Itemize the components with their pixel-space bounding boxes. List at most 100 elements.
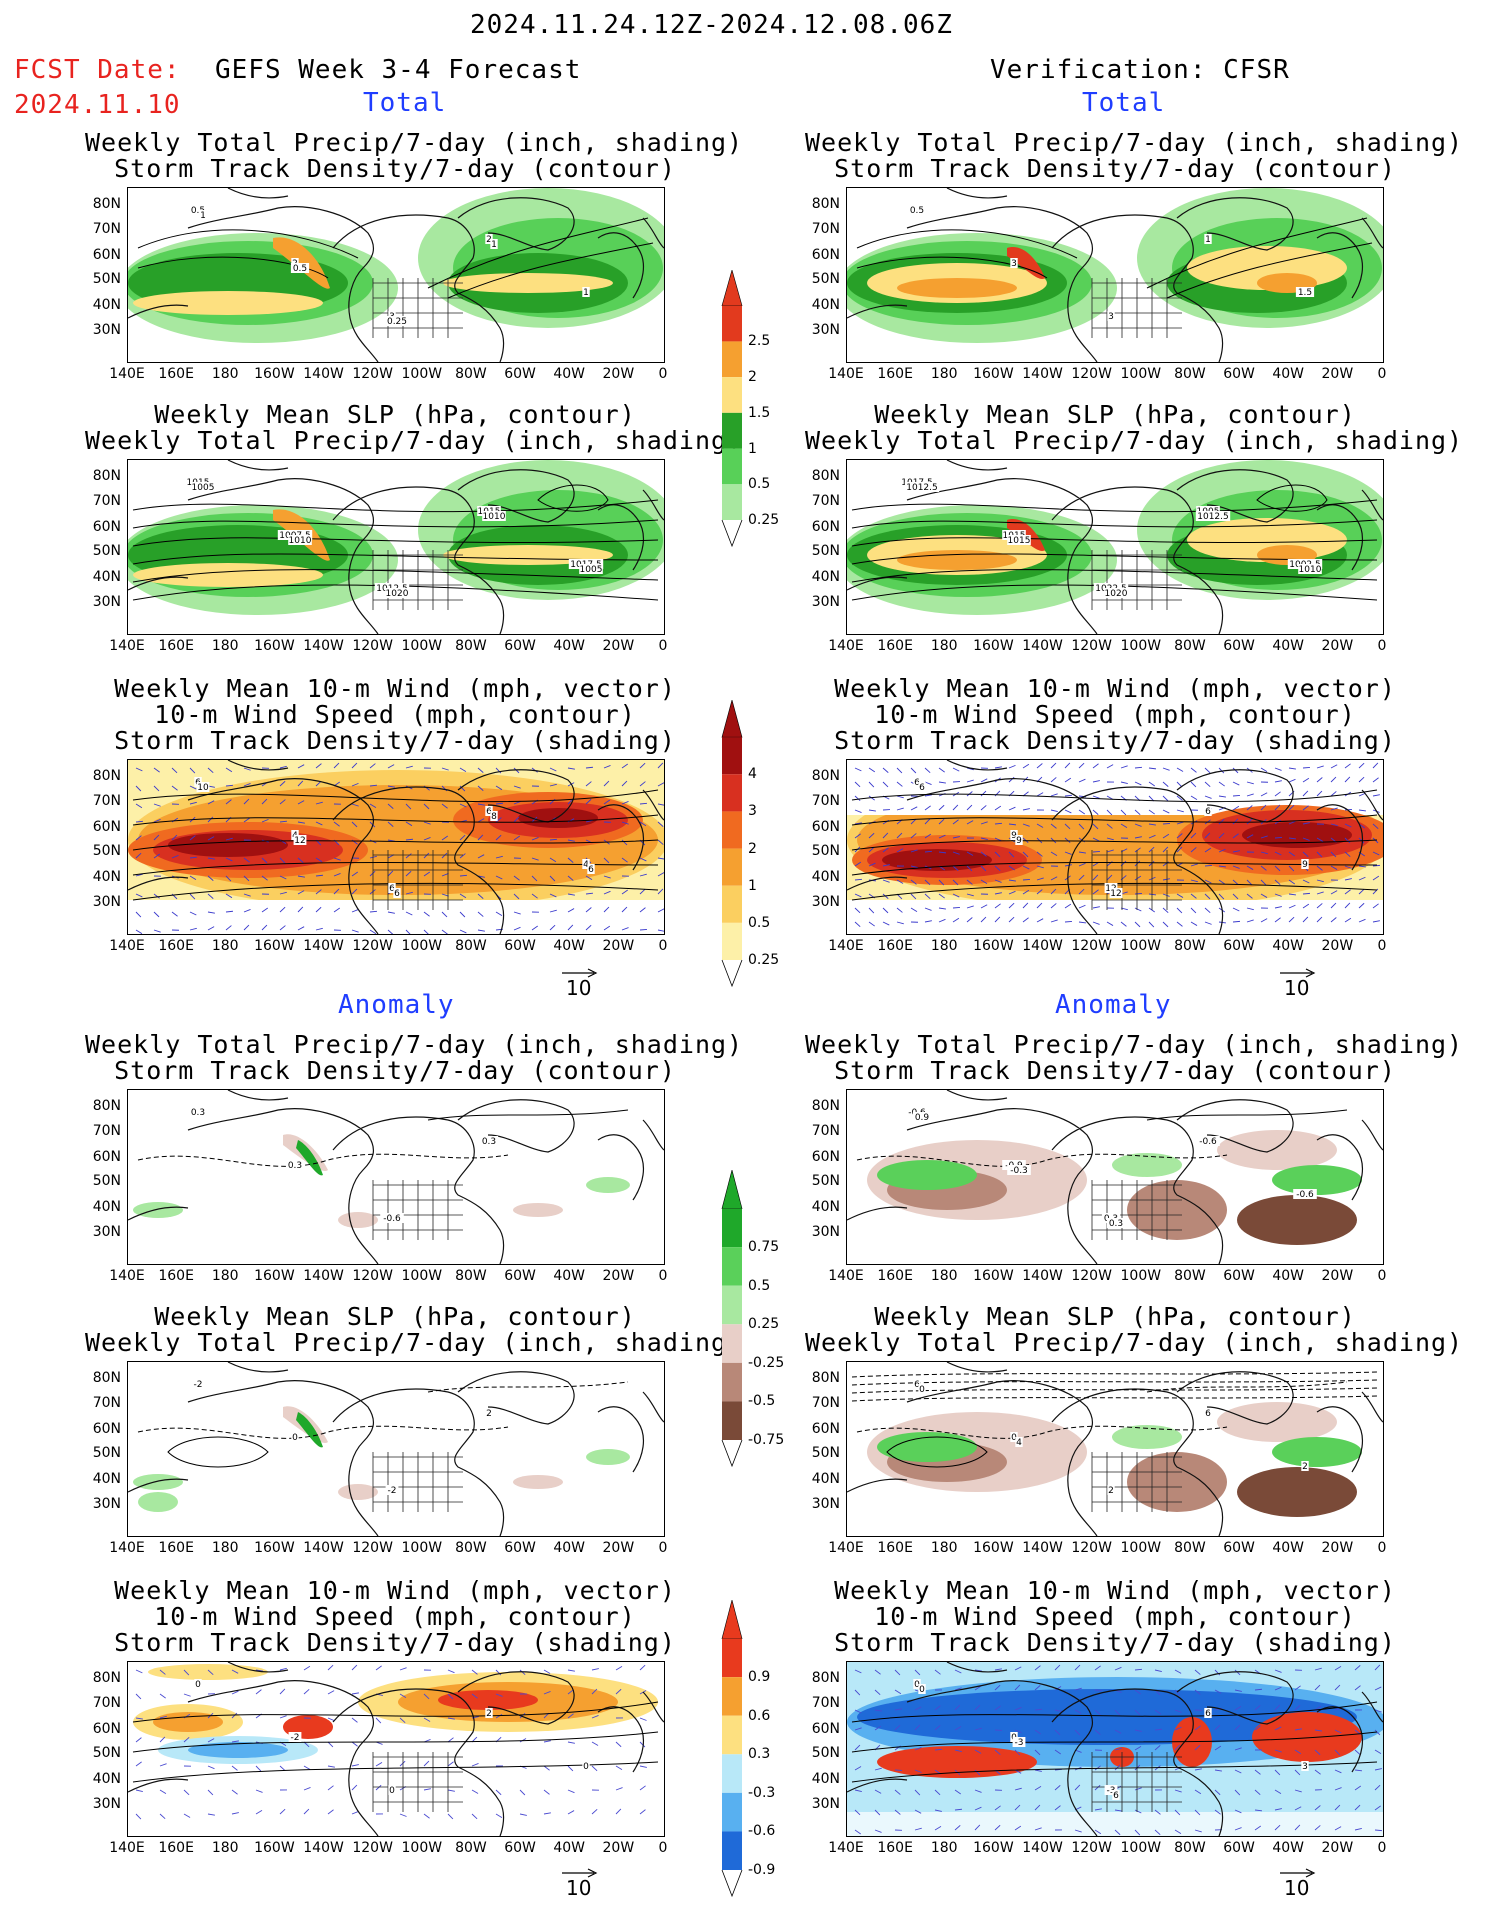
- colorbar-label: 0.5: [748, 914, 771, 931]
- speed-contour-2: [132, 839, 659, 851]
- p5r-lat-label: 40N: [811, 1471, 840, 1488]
- speed-contour-1: [132, 814, 659, 826]
- p3l-contour-label-7: 6: [394, 889, 400, 899]
- p5l-contour-label-1: 0: [292, 1433, 298, 1443]
- p6l-lon-label: 120W: [352, 1840, 393, 1856]
- p5l-contour-label-0: -2: [194, 1380, 203, 1390]
- p2l-lon-label: 60W: [504, 638, 536, 654]
- p5l-lon-label: 160E: [158, 1540, 194, 1556]
- p3l-contour-label-5: 10: [197, 783, 209, 793]
- p1l-lon-label: 20W: [602, 366, 635, 382]
- p6r-lon-label: 80W: [1174, 1840, 1206, 1856]
- p3l-lon-label: 140W: [303, 938, 344, 954]
- p5l-lon-label: 40W: [553, 1540, 586, 1556]
- p1l-title-1: Weekly Total Precip/7-day (inch, shading…: [85, 128, 744, 157]
- vector-reference-0: 10: [560, 964, 600, 1000]
- p3r-lat-label: 80N: [811, 768, 840, 785]
- p1l-contour-label-4: 1: [583, 288, 589, 298]
- colorbar-label: 0.25: [748, 512, 780, 528]
- p6r-title-3: Storm Track Density/7-day (shading): [834, 1628, 1396, 1657]
- p4l-lon-label: 160W: [254, 1268, 295, 1284]
- state-boundaries: [372, 1452, 463, 1512]
- p5r-contour-label-5: 0: [919, 1385, 925, 1395]
- p2r-lon-label: 140W: [1022, 638, 1063, 654]
- p2r-lon-label: 180: [930, 638, 958, 654]
- p5r-lat-label: 30N: [811, 1495, 840, 1512]
- p6l-lon-label: 100W: [401, 1840, 443, 1856]
- p2r-contour-label-8: 1012.5: [1197, 512, 1229, 522]
- p3l-contour-label-4-bg: [582, 859, 590, 869]
- p3l-lat-label: 60N: [92, 818, 121, 835]
- p5l-lon-label: 0: [658, 1540, 668, 1556]
- p1r-contour-label-3: 1: [1205, 235, 1211, 245]
- p6l-lon-label: 180: [211, 1840, 239, 1856]
- p6r-title-2: 10-m Wind Speed (mph, contour): [874, 1602, 1356, 1631]
- p1r-lat-label: 70N: [811, 220, 840, 237]
- p1l-map: 0.5232110.50.251: [127, 187, 665, 363]
- p5r-lon-label: 140W: [1022, 1540, 1063, 1556]
- colorbar-swatch: [722, 1831, 742, 1870]
- p4r-contour-label-4-bg: [1293, 1189, 1317, 1199]
- colorbar-swatch: [722, 1754, 742, 1793]
- p4l-contour-label-2-bg: [380, 1213, 404, 1223]
- p3l-contour-label-2: 6: [389, 884, 395, 894]
- p3r-lon-label: 60W: [1223, 938, 1255, 954]
- colorbar-label: 0.25: [748, 1316, 780, 1333]
- p3l-title-1: Weekly Mean 10-m Wind (mph, vector): [114, 674, 676, 703]
- p6l-lat-label: 70N: [92, 1694, 121, 1711]
- p2l-contour-label-7: 1020: [386, 589, 409, 599]
- colorbar-swatch: [722, 484, 742, 520]
- p1r-lon-label: 140W: [1022, 366, 1063, 382]
- p5l-lon-label: 80W: [455, 1540, 487, 1556]
- astd-red-2: [1252, 1712, 1362, 1762]
- p5r-lon-label: 160W: [973, 1540, 1014, 1556]
- p6l-lon-label: 60W: [504, 1840, 536, 1856]
- p4l-lon-label: 120W: [352, 1268, 393, 1284]
- p3l-lon-label: 40W: [553, 938, 586, 954]
- p2r-lon-label: 0: [1377, 638, 1387, 654]
- anom-dash-3: [851, 1395, 1378, 1402]
- speed-contour-2: [851, 839, 1378, 851]
- p2l-lon-label: 160W: [254, 638, 295, 654]
- p6r-contour-label-2: -3: [1107, 1786, 1116, 1796]
- p2r-contour-label-9: 1010: [1299, 565, 1322, 575]
- p6l-lon-label: 140E: [109, 1840, 145, 1856]
- p6r-lat-label: 40N: [811, 1771, 840, 1788]
- p6l-lat-label: 50N: [92, 1745, 121, 1762]
- anom-contour-2: [1146, 1109, 1348, 1121]
- state-boundaries: [372, 1180, 463, 1240]
- p5r-lon-label: 180: [930, 1540, 958, 1556]
- p3r-lat-label: 70N: [811, 792, 840, 809]
- p4l-contour-label-2: -0.6: [383, 1214, 401, 1224]
- p2l-lat-label: 30N: [92, 593, 121, 610]
- p2l-lon-label: 140W: [303, 638, 344, 654]
- p4r-lon-label: 40W: [1272, 1268, 1305, 1284]
- p6l-contour-label-3: 2: [486, 1709, 492, 1719]
- colorbar-label: 3: [748, 803, 757, 820]
- p2l-contour-label-5-bg: [191, 482, 215, 492]
- slp-low-contour: [1256, 484, 1328, 512]
- p4l-title-1: Weekly Total Precip/7-day (inch, shading…: [85, 1030, 744, 1059]
- vector-reference-2: 10: [560, 1864, 600, 1900]
- p2r-lat-label: 60N: [811, 518, 840, 535]
- p3r-contour-label-6-bg: [1015, 835, 1023, 845]
- p2l-lon-label: 100W: [401, 638, 443, 654]
- colorbar-label: 0.5: [748, 1277, 771, 1294]
- p1l-contour-label-5-bg: [199, 210, 207, 220]
- anom-green: [296, 1412, 323, 1448]
- p5l-title-1: Weekly Mean SLP (hPa, contour): [154, 1302, 636, 1331]
- p6r-contour-label-5-bg: [918, 1684, 926, 1694]
- p4l-lon-label: 180: [211, 1268, 239, 1284]
- p4r-lon-label: 160E: [877, 1268, 913, 1284]
- p1l-contour-label-8: 1: [491, 240, 497, 250]
- p6r-contour-label-7: 6: [1113, 1791, 1119, 1801]
- vector-reference-3: 10: [1278, 1864, 1318, 1900]
- p1r-lon-label: 160W: [973, 366, 1014, 382]
- p2l-lat-label: 60N: [92, 518, 121, 535]
- p5r-lon-label: 0: [1377, 1540, 1387, 1556]
- p5l-lon-label: 120W: [352, 1540, 393, 1556]
- p2r-lon-label: 140E: [828, 638, 864, 654]
- anom-green: [877, 1160, 977, 1190]
